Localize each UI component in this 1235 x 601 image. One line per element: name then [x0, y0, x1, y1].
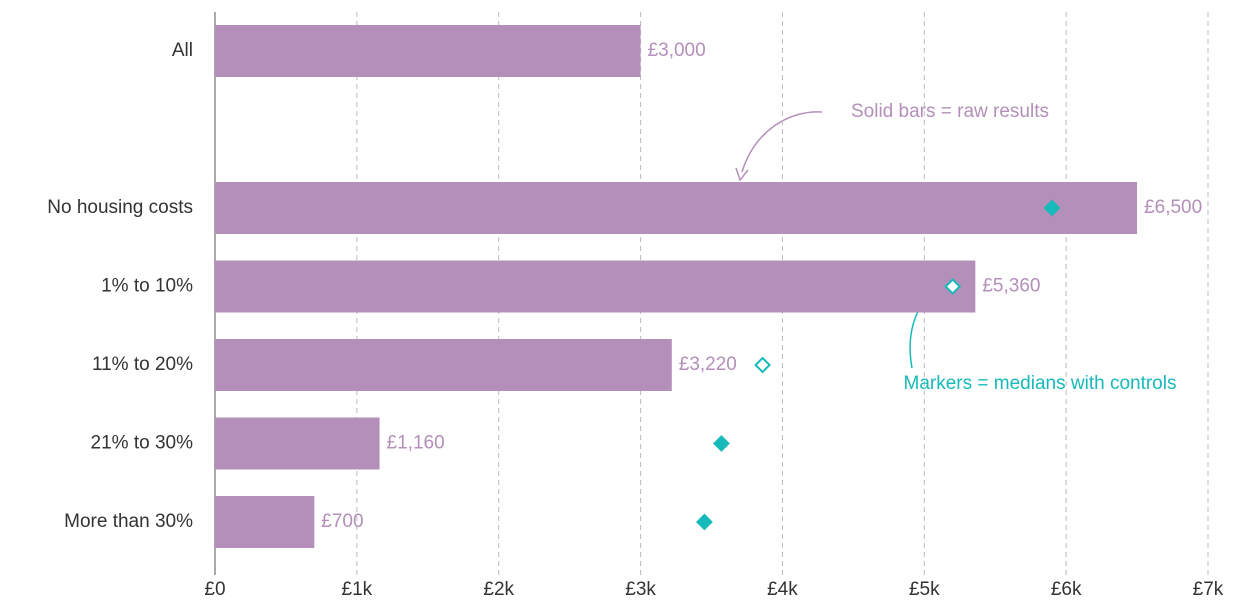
value-label: £3,000 — [648, 40, 706, 61]
annotation-arrow — [741, 111, 823, 173]
x-tick-label: £2k — [483, 579, 514, 600]
bar — [215, 339, 672, 391]
bar — [215, 182, 1138, 234]
annotation: Solid bars = raw results — [851, 101, 1049, 122]
median-marker — [754, 356, 771, 374]
bar — [215, 496, 315, 548]
y-tick-label: 1% to 10% — [101, 276, 193, 297]
annotation: Markers = medians with controls — [903, 373, 1177, 394]
y-tick-label: 21% to 30% — [91, 433, 194, 454]
x-tick-label: £6k — [1051, 579, 1082, 600]
median-marker — [713, 435, 730, 452]
annotation-arrowhead — [735, 167, 749, 182]
y-tick-label: More than 30% — [64, 511, 193, 532]
x-tick-label: £5k — [909, 579, 940, 600]
x-tick-label: £0 — [204, 579, 225, 600]
x-tick-label: £1k — [342, 579, 373, 600]
median-marker — [1043, 199, 1061, 217]
value-label: £5,360 — [982, 276, 1040, 297]
x-tick-label: £4k — [767, 579, 798, 600]
bar — [215, 25, 641, 77]
value-label: £1,160 — [387, 433, 445, 454]
y-tick-label: No housing costs — [47, 197, 193, 218]
bar — [215, 417, 380, 470]
value-label: £3,220 — [679, 354, 737, 375]
y-tick-label: 11% to 20% — [92, 354, 193, 375]
bar — [215, 260, 976, 313]
median-marker — [695, 513, 713, 531]
value-label: £6,500 — [1144, 197, 1202, 218]
x-tick-label: £3k — [625, 579, 656, 600]
x-tick-label: £7k — [1193, 579, 1224, 600]
value-label: £700 — [321, 511, 363, 532]
y-tick-label: All — [172, 40, 193, 61]
median-marker — [944, 278, 962, 295]
